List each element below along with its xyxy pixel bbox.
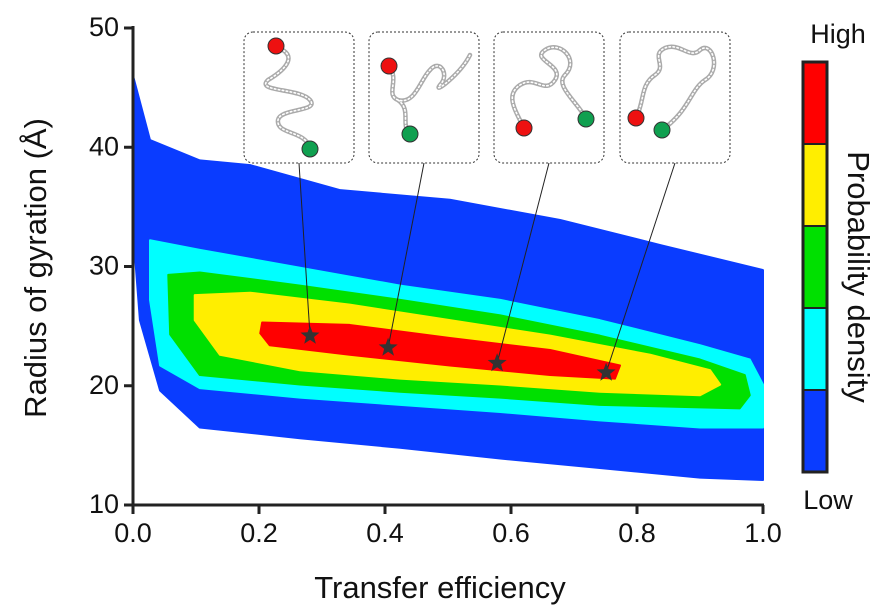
donor-dye <box>267 37 285 55</box>
donor-dye <box>627 109 645 127</box>
acceptor-dye <box>653 121 671 139</box>
colorbar-label: Probability density <box>841 151 876 403</box>
chain <box>511 46 587 129</box>
x-tick-label: 1.0 <box>744 518 782 548</box>
y-tick-label: 50 <box>89 12 119 42</box>
colorbar-segment <box>802 225 828 309</box>
star-marker <box>487 353 507 372</box>
colorbar-segment <box>802 307 828 391</box>
chain <box>264 46 313 149</box>
connector <box>496 162 550 364</box>
inset-box <box>368 31 480 164</box>
colorbar-high: High <box>810 19 866 49</box>
x-tick-label: 0.8 <box>618 518 656 548</box>
connector <box>605 162 676 373</box>
colorbar-segment <box>802 143 828 227</box>
x-tick-label: 0.6 <box>492 518 530 548</box>
acceptor-dye <box>577 110 595 128</box>
inset-box <box>619 31 731 164</box>
colorbar-frame <box>801 60 829 474</box>
star-marker <box>596 362 616 381</box>
donor-dye <box>515 119 533 137</box>
connector <box>387 162 425 348</box>
connector <box>298 162 311 336</box>
chain <box>388 54 471 135</box>
donor-dye <box>380 57 398 75</box>
acceptor-dye <box>301 140 319 158</box>
star-marker <box>300 325 320 344</box>
density-region <box>259 321 621 380</box>
x-tick-label: 0.0 <box>114 518 152 548</box>
x-tick-label: 0.2 <box>240 518 278 548</box>
colorbar-segment <box>802 389 828 473</box>
plot-area <box>132 74 764 481</box>
y-tick-label: 10 <box>89 489 119 519</box>
y-axis-label: Radius of gyration (Å) <box>18 118 53 418</box>
y-tick-label: 30 <box>89 251 119 281</box>
inset-box <box>243 31 355 164</box>
chain <box>635 45 715 131</box>
colorbar-low: Low <box>803 485 853 515</box>
x-tick-label: 0.4 <box>366 518 404 548</box>
acceptor-dye <box>401 125 419 143</box>
y-tick-label: 20 <box>89 370 119 400</box>
insets <box>243 31 731 164</box>
y-tick-label: 40 <box>89 131 119 161</box>
star-marker <box>378 337 398 356</box>
x-axis-label: Transfer efficiency <box>314 570 566 605</box>
colorbar-segment <box>802 61 828 145</box>
